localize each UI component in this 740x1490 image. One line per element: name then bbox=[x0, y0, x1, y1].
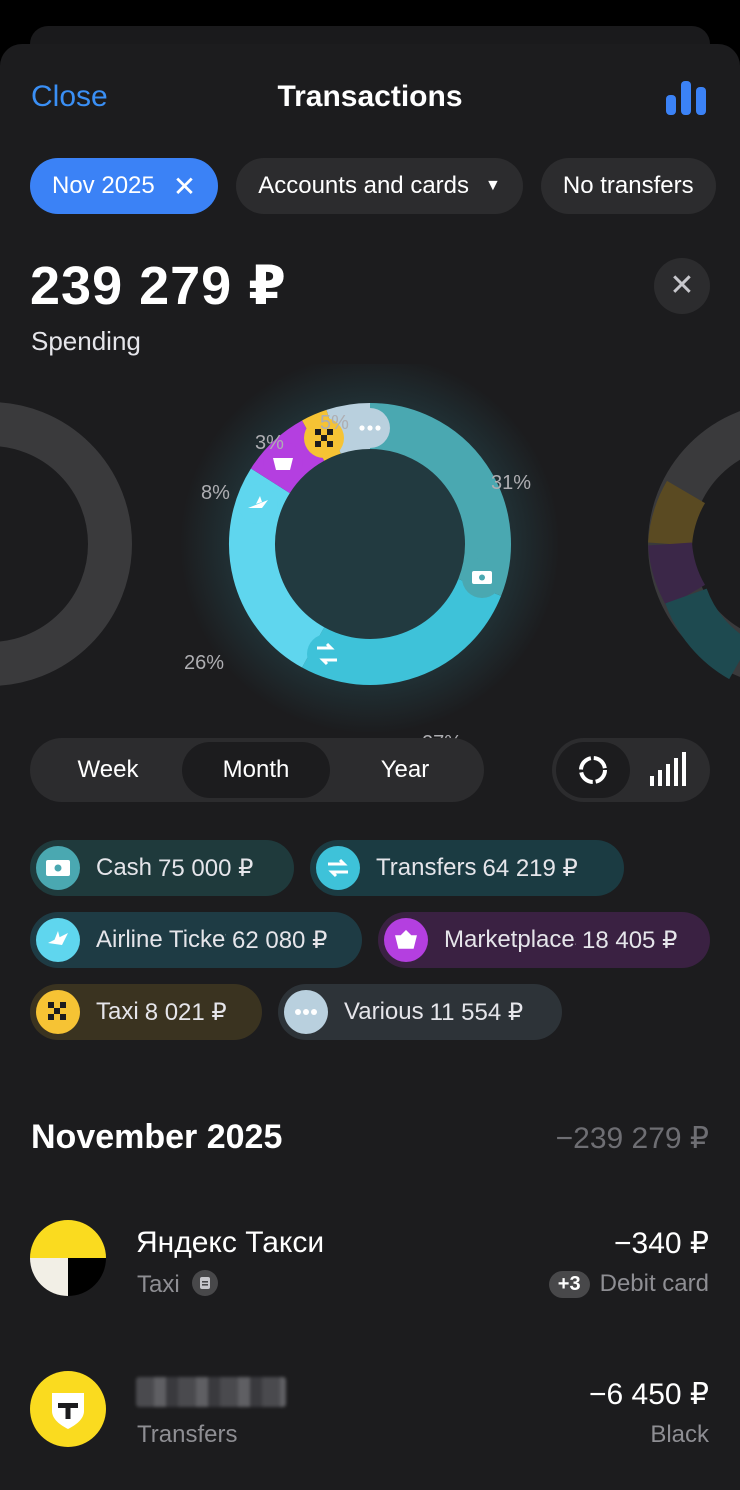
receipt-icon bbox=[192, 1270, 219, 1296]
category-value: 62 080 ₽ bbox=[232, 926, 328, 954]
donut-view-icon bbox=[579, 756, 607, 784]
yandex-taxi-logo bbox=[30, 1220, 106, 1296]
percent-label: 5% bbox=[320, 412, 349, 434]
category-chip-marketplaces[interactable]: Marketplaces 18 405 ₽ bbox=[378, 912, 710, 968]
period-month[interactable]: Month bbox=[182, 742, 330, 798]
period-selector: Week Month Year bbox=[30, 738, 484, 802]
clear-filter-button[interactable]: ✕ bbox=[654, 258, 710, 314]
transaction-category: Taxi bbox=[137, 1270, 219, 1299]
close-icon: ✕ bbox=[669, 269, 695, 302]
donut-segment-cash[interactable] bbox=[369, 403, 511, 596]
transaction-name-hidden bbox=[136, 1377, 286, 1415]
basket-icon bbox=[263, 442, 303, 482]
category-chip-cash[interactable]: Cash 75 000 ₽ bbox=[30, 840, 294, 896]
bars-view-icon[interactable] bbox=[648, 752, 688, 788]
close-button[interactable]: Close bbox=[31, 80, 108, 113]
category-chip-taxi[interactable]: Taxi 8 021 ₽ bbox=[30, 984, 262, 1040]
dots-icon bbox=[350, 408, 390, 448]
taxi-icon bbox=[304, 418, 344, 458]
transactions-sheet: Close Transactions Nov 2025 ✕ Accounts a… bbox=[0, 44, 740, 1490]
previous-donut bbox=[0, 402, 132, 686]
category-value: 11 554 ₽ bbox=[429, 998, 524, 1026]
category-value: 18 405 ₽ bbox=[582, 926, 678, 954]
filter-chip-accounts[interactable]: Accounts and cards ▼ bbox=[236, 158, 523, 214]
transaction-amount: −6 450 ₽ bbox=[588, 1378, 709, 1411]
cash-icon bbox=[36, 846, 80, 890]
filter-chip-label: Nov 2025 bbox=[52, 172, 155, 199]
chart-view-toggle bbox=[552, 738, 710, 802]
category-value: 8 021 ₽ bbox=[144, 998, 227, 1026]
chevron-down-icon: ▼ bbox=[485, 177, 501, 194]
bar-chart-icon[interactable] bbox=[666, 81, 708, 115]
transaction-name: Яндекс Такси bbox=[136, 1226, 325, 1259]
taxi-icon bbox=[36, 990, 80, 1034]
donut-chart bbox=[0, 354, 740, 734]
category-chip-transfers[interactable]: Transfers 64 219 ₽ bbox=[310, 840, 624, 896]
account-label: Black bbox=[650, 1421, 709, 1448]
category-value: 75 000 ₽ bbox=[158, 854, 254, 882]
header: Close Transactions bbox=[0, 44, 740, 150]
bank-logo bbox=[30, 1371, 106, 1447]
transaction-amount: −340 ₽ bbox=[614, 1227, 709, 1260]
donut-view-button[interactable] bbox=[556, 742, 630, 798]
category-label: Taxi bbox=[137, 1271, 180, 1298]
page-title: Transactions bbox=[277, 80, 463, 113]
close-icon[interactable]: ✕ bbox=[172, 170, 197, 202]
period-year[interactable]: Year bbox=[380, 756, 430, 783]
filter-chip-label: Accounts and cards bbox=[258, 172, 470, 199]
next-donut-segment bbox=[648, 480, 706, 547]
category-name: Taxi bbox=[96, 998, 139, 1025]
transaction-category: Transfers bbox=[137, 1421, 238, 1448]
transaction-account: +3 Debit card bbox=[548, 1270, 709, 1298]
basket-icon bbox=[384, 918, 428, 962]
percent-label: 8% bbox=[201, 482, 230, 504]
filter-bar: Nov 2025 ✕ Accounts and cards ▼ No trans… bbox=[30, 158, 734, 214]
transfer-icon bbox=[307, 634, 347, 674]
plane-icon bbox=[238, 484, 278, 524]
category-value: 64 219 ₽ bbox=[482, 854, 578, 882]
total-label: Spending bbox=[31, 326, 141, 356]
next-donut-segment bbox=[665, 587, 740, 680]
category-name: Transfers bbox=[376, 854, 477, 881]
category-name: Airline Tickets bbox=[96, 926, 226, 953]
donut-carousel[interactable]: 5% 3% 8% 31% 26% 27% bbox=[0, 354, 740, 754]
account-label: Debit card bbox=[599, 1270, 709, 1297]
transfer-icon bbox=[316, 846, 360, 890]
filter-chip-transfers[interactable]: No transfers bbox=[540, 158, 716, 214]
period-week[interactable]: Week bbox=[77, 756, 139, 783]
percent-label: 3% bbox=[255, 432, 284, 454]
transaction-row[interactable]: Transfers −6 450 ₽ Black bbox=[0, 1371, 740, 1461]
category-chip-various[interactable]: Various 11 554 ₽ bbox=[278, 984, 562, 1040]
filter-chip-period[interactable]: Nov 2025 ✕ bbox=[30, 158, 219, 214]
category-name: Cash bbox=[96, 854, 153, 881]
cash-icon bbox=[462, 558, 502, 598]
category-name: Marketplaces bbox=[444, 926, 576, 953]
next-donut-segment bbox=[648, 541, 706, 608]
percent-label: 26% bbox=[184, 652, 225, 674]
total-amount: 239 279 ₽ bbox=[30, 256, 287, 316]
percent-label: 31% bbox=[491, 472, 532, 494]
month-heading: November 2025 bbox=[31, 1118, 283, 1156]
filter-chip-label: No transfers bbox=[562, 172, 694, 199]
category-name: Various bbox=[344, 998, 424, 1025]
month-total: −239 279 ₽ bbox=[555, 1122, 709, 1155]
transaction-row[interactable]: Яндекс Такси Taxi −340 ₽ +3 Debit card bbox=[0, 1220, 740, 1310]
dots-icon bbox=[284, 990, 328, 1034]
plane-icon bbox=[36, 918, 80, 962]
extra-count-badge: +3 bbox=[548, 1270, 590, 1298]
category-chip-airline[interactable]: Airline Tickets 62 080 ₽ bbox=[30, 912, 362, 968]
